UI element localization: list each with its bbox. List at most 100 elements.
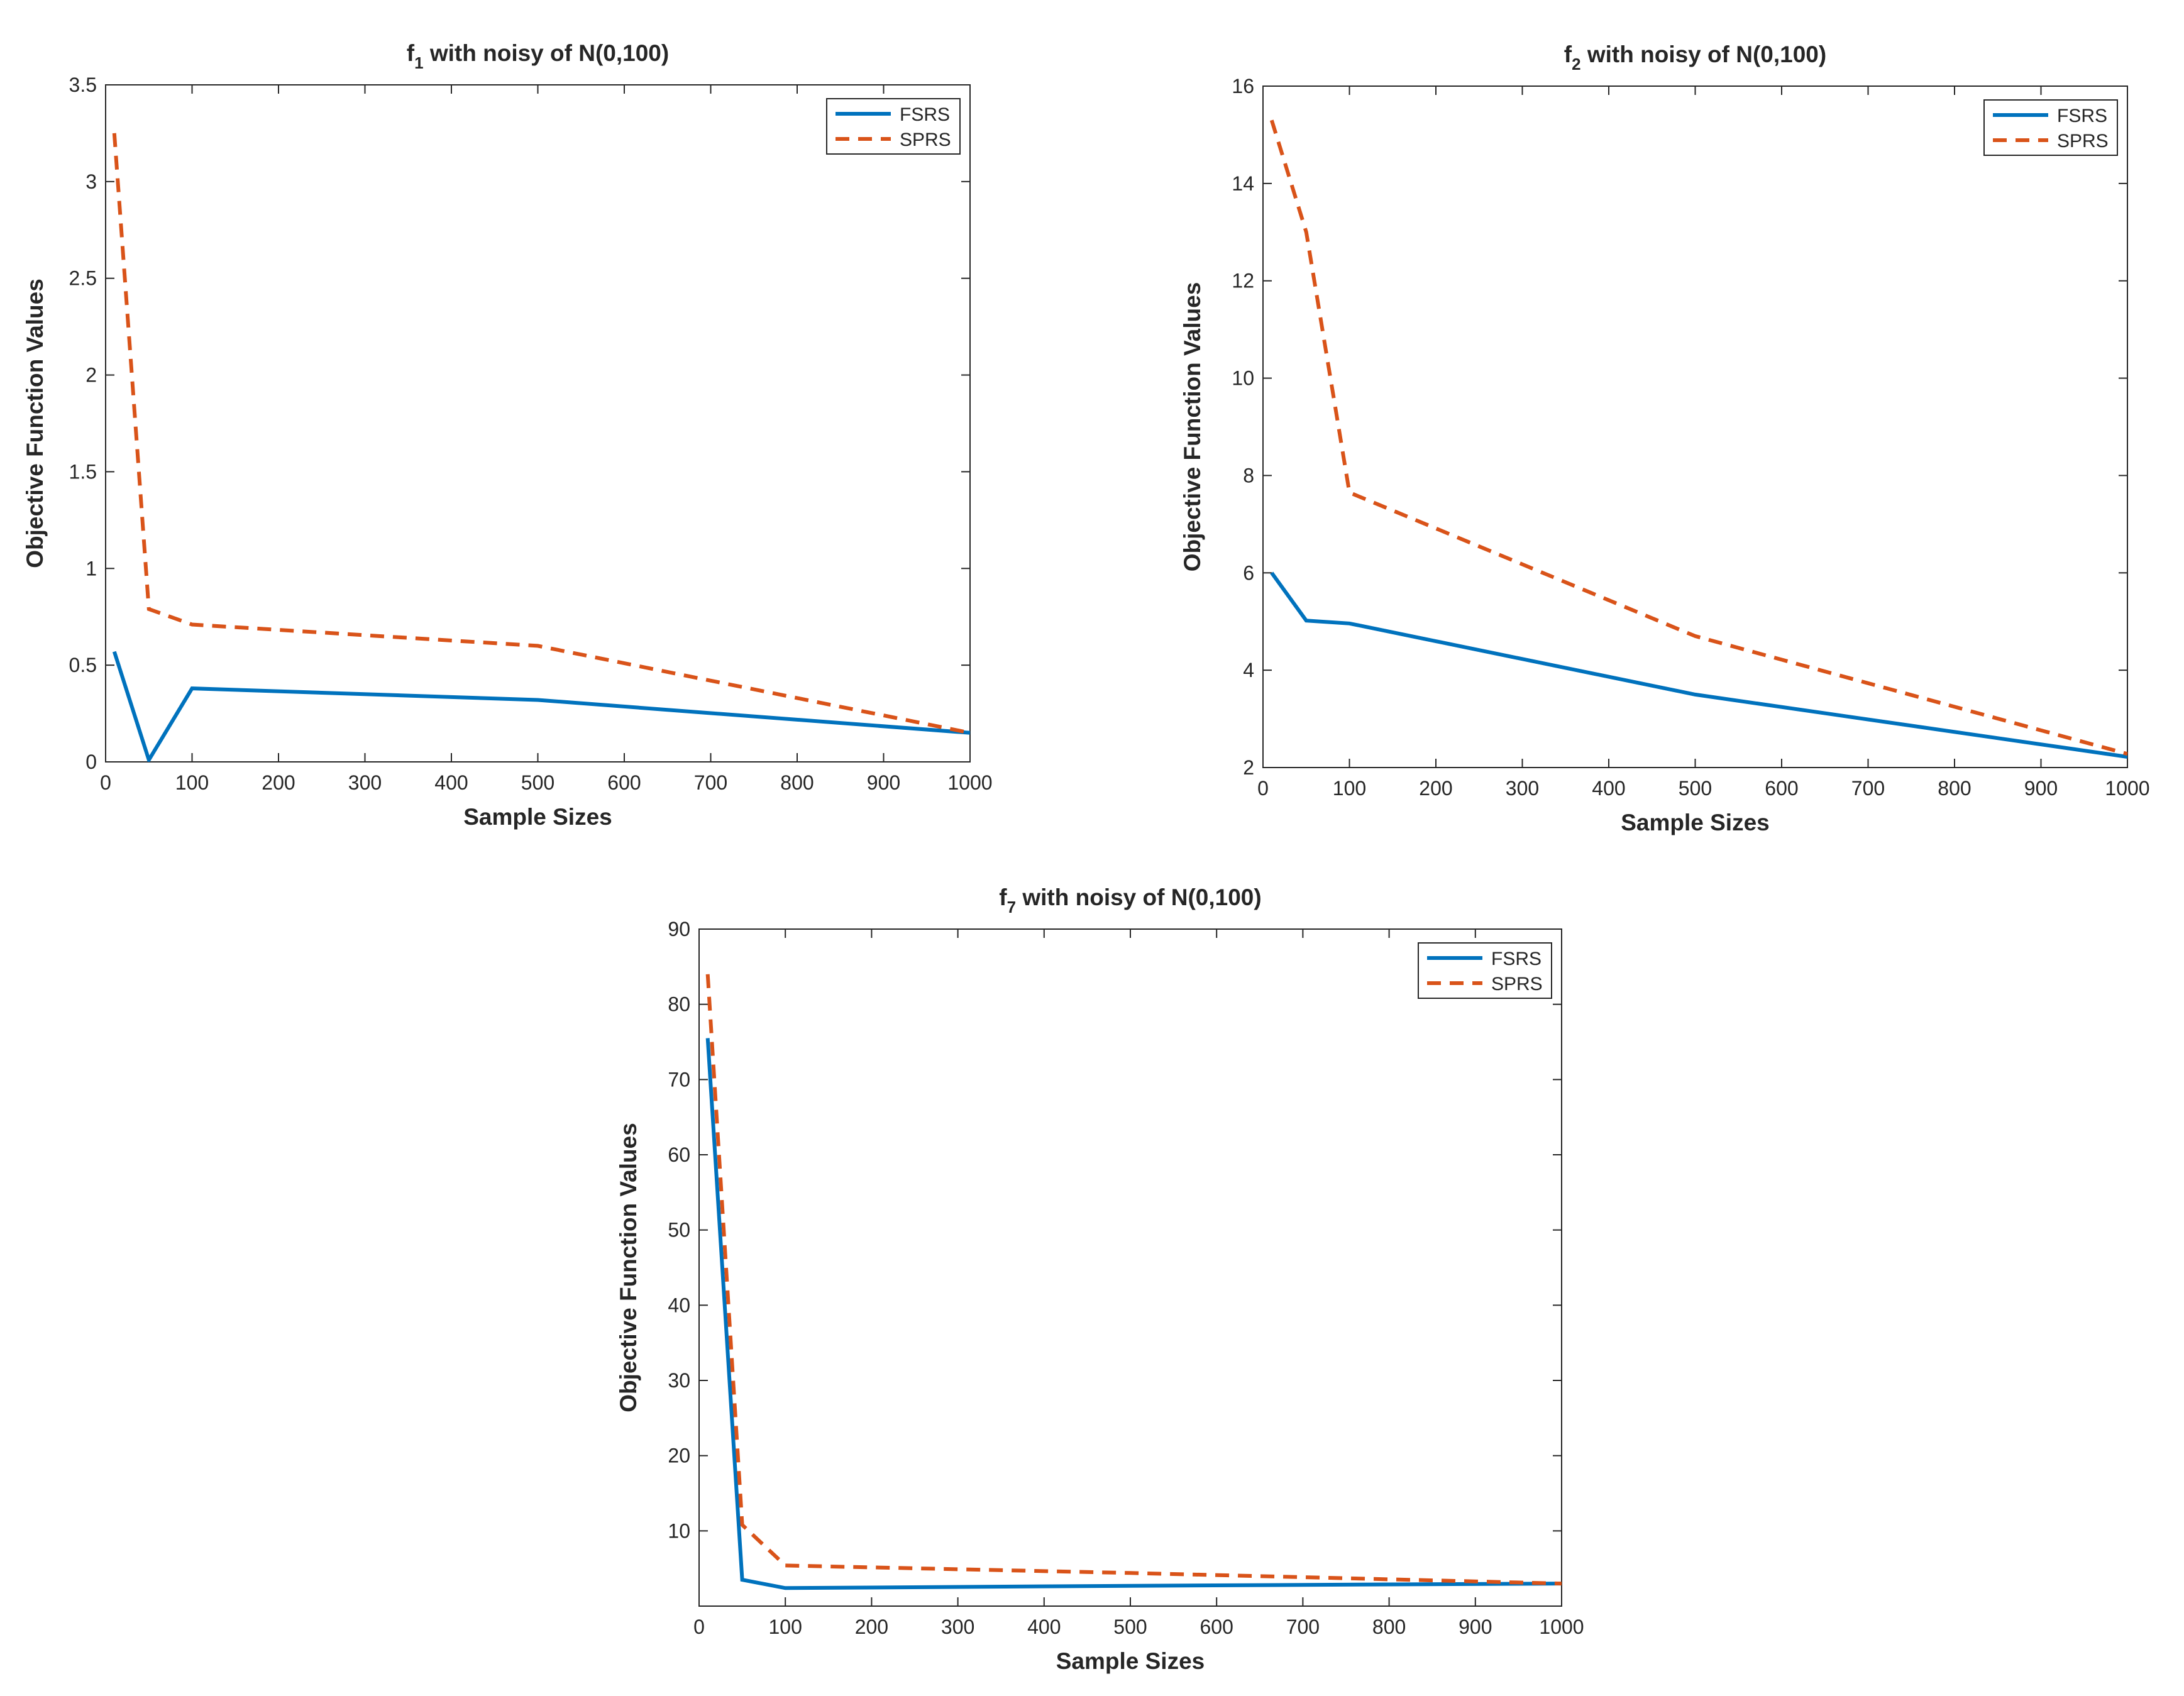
x-axis-label: Sample Sizes xyxy=(463,804,612,830)
x-tick-label: 600 xyxy=(607,771,641,794)
x-tick-label: 0 xyxy=(693,1616,705,1638)
x-tick-label: 400 xyxy=(434,771,468,794)
x-tick-label: 800 xyxy=(1938,777,1971,800)
legend-box xyxy=(1983,99,2118,156)
legend: FSRS SPRS xyxy=(1418,942,1552,999)
x-tick-label: 200 xyxy=(1419,777,1452,800)
legend-label-sprs: SPRS xyxy=(2057,131,2109,151)
x-tick-label: 500 xyxy=(1113,1616,1147,1638)
y-tick-label: 2.5 xyxy=(69,267,97,290)
x-tick-label: 1000 xyxy=(947,771,992,794)
x-tick-label: 700 xyxy=(694,771,727,794)
y-tick-label: 12 xyxy=(1232,270,1254,292)
x-tick-label: 100 xyxy=(1333,777,1366,800)
x-tick-label: 700 xyxy=(1286,1616,1320,1638)
title-subscript: 7 xyxy=(1007,898,1016,917)
x-tick-label: 300 xyxy=(941,1616,974,1638)
y-tick-label: 10 xyxy=(668,1519,690,1542)
title-subscript: 2 xyxy=(1572,55,1580,74)
title-prefix: f xyxy=(1564,41,1572,67)
x-tick-label: 900 xyxy=(2024,777,2058,800)
legend: FSRS SPRS xyxy=(1983,99,2118,156)
x-tick-label: 300 xyxy=(348,771,382,794)
x-tick-label: 600 xyxy=(1200,1616,1233,1638)
x-tick-label: 800 xyxy=(1372,1616,1406,1638)
x-tick-label: 500 xyxy=(1679,777,1712,800)
y-tick-label: 3.5 xyxy=(69,74,97,96)
series-line-fsrs xyxy=(112,651,970,762)
legend-label-fsrs: FSRS xyxy=(2057,106,2107,126)
legend-label-sprs: SPRS xyxy=(900,129,951,150)
y-tick-label: 0 xyxy=(85,751,97,773)
plot-frame xyxy=(698,928,1562,1607)
title-rest: with noisy of N(0,100) xyxy=(424,40,670,66)
series-line-sprs xyxy=(1269,119,2127,756)
y-axis-label: Objective Function Values xyxy=(22,278,48,568)
y-tick-label: 14 xyxy=(1232,172,1254,195)
title-subscript: 1 xyxy=(414,53,423,72)
series-line-fsrs xyxy=(705,1038,1562,1590)
y-tick-label: 10 xyxy=(1232,367,1254,390)
title-prefix: f xyxy=(407,40,415,66)
series-line-sprs xyxy=(112,133,970,735)
x-tick-label: 1000 xyxy=(1539,1616,1584,1638)
x-tick-label: 1000 xyxy=(2105,777,2149,800)
y-tick-label: 90 xyxy=(668,918,690,940)
x-tick-label: 100 xyxy=(175,771,209,794)
subplot-3: 0 100 200 300 400 500 600 700 800 900 1000 10 20 30 40… xyxy=(615,884,1584,1674)
y-tick-label: 1 xyxy=(85,557,97,580)
x-tick-label: 100 xyxy=(769,1616,802,1638)
plot-frame xyxy=(1262,85,2128,768)
subplot-2: 0 100 200 300 400 500 600 700 800 900 1000 2 4 6 8 10 12… xyxy=(1179,41,2150,835)
legend-box xyxy=(826,98,961,155)
title-rest: with noisy of N(0,100) xyxy=(1581,41,1827,67)
y-tick-label: 1.5 xyxy=(69,460,97,483)
legend: FSRS SPRS xyxy=(826,98,961,155)
legend-label-fsrs: FSRS xyxy=(900,104,950,125)
y-axis-label: Objective Function Values xyxy=(1179,282,1205,572)
plot-frame xyxy=(105,84,971,763)
series-line-fsrs xyxy=(1270,571,2127,759)
subplot-1: 0 100 200 300 400 500 600 700 800 900 1000 0 0.5 1 1.5… xyxy=(22,40,993,830)
x-tick-label: 300 xyxy=(1506,777,1539,800)
chart-title: f7 with noisy of N(0,100) xyxy=(999,884,1261,917)
chart-title: f1 with noisy of N(0,100) xyxy=(407,40,669,72)
x-tick-label: 900 xyxy=(1459,1616,1492,1638)
x-axis-label: Sample Sizes xyxy=(1056,1648,1205,1674)
legend-label-fsrs: FSRS xyxy=(1491,949,1541,969)
y-tick-label: 2 xyxy=(85,364,97,387)
x-tick-label: 0 xyxy=(100,771,111,794)
y-tick-label: 6 xyxy=(1243,561,1254,584)
y-tick-label: 2 xyxy=(1243,756,1254,779)
x-tick-label: 200 xyxy=(855,1616,888,1638)
x-tick-label: 200 xyxy=(262,771,295,794)
x-tick-label: 400 xyxy=(1027,1616,1061,1638)
y-axis-label: Objective Function Values xyxy=(615,1123,641,1412)
x-tick-label: 500 xyxy=(521,771,554,794)
x-tick-label: 700 xyxy=(1851,777,1885,800)
y-tick-label: 4 xyxy=(1243,659,1254,681)
x-tick-label: 800 xyxy=(780,771,813,794)
series-line-sprs xyxy=(705,974,1562,1586)
chart-title: f2 with noisy of N(0,100) xyxy=(1564,41,1826,74)
x-axis-label: Sample Sizes xyxy=(1621,810,1770,835)
y-tick-label: 0.5 xyxy=(69,654,97,676)
y-tick-label: 60 xyxy=(668,1143,690,1166)
y-tick-label: 8 xyxy=(1243,464,1254,487)
y-tick-label: 50 xyxy=(668,1219,690,1242)
y-tick-label: 16 xyxy=(1232,75,1254,97)
title-prefix: f xyxy=(999,884,1007,910)
legend-box xyxy=(1418,942,1552,999)
y-tick-label: 80 xyxy=(668,993,690,1016)
y-tick-label: 3 xyxy=(85,170,97,193)
y-tick-label: 20 xyxy=(668,1445,690,1467)
title-rest: with noisy of N(0,100) xyxy=(1016,884,1262,910)
x-tick-label: 0 xyxy=(1257,777,1269,800)
legend-label-sprs: SPRS xyxy=(1491,974,1543,994)
y-tick-label: 40 xyxy=(668,1294,690,1316)
y-tick-label: 30 xyxy=(668,1369,690,1392)
x-tick-label: 900 xyxy=(867,771,900,794)
y-tick-label: 70 xyxy=(668,1068,690,1091)
x-tick-label: 600 xyxy=(1765,777,1798,800)
